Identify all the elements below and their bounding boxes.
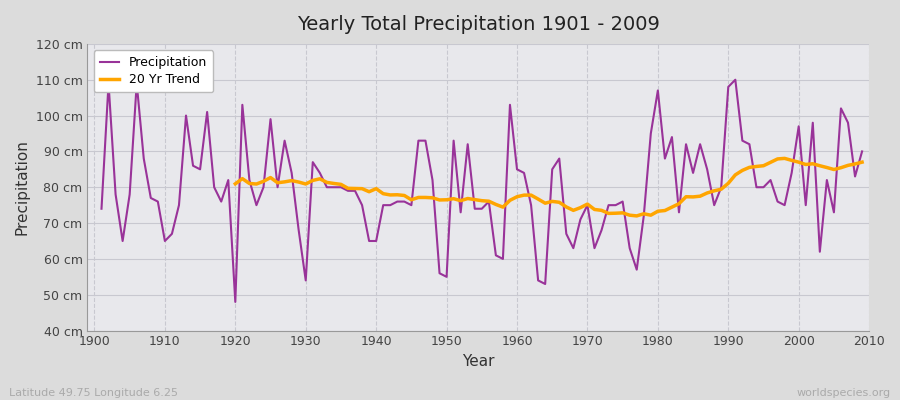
Y-axis label: Precipitation: Precipitation: [15, 139, 30, 235]
Text: Latitude 49.75 Longitude 6.25: Latitude 49.75 Longitude 6.25: [9, 388, 178, 398]
Text: worldspecies.org: worldspecies.org: [796, 388, 891, 398]
Legend: Precipitation, 20 Yr Trend: Precipitation, 20 Yr Trend: [94, 50, 213, 92]
Title: Yearly Total Precipitation 1901 - 2009: Yearly Total Precipitation 1901 - 2009: [297, 15, 660, 34]
X-axis label: Year: Year: [462, 354, 494, 369]
